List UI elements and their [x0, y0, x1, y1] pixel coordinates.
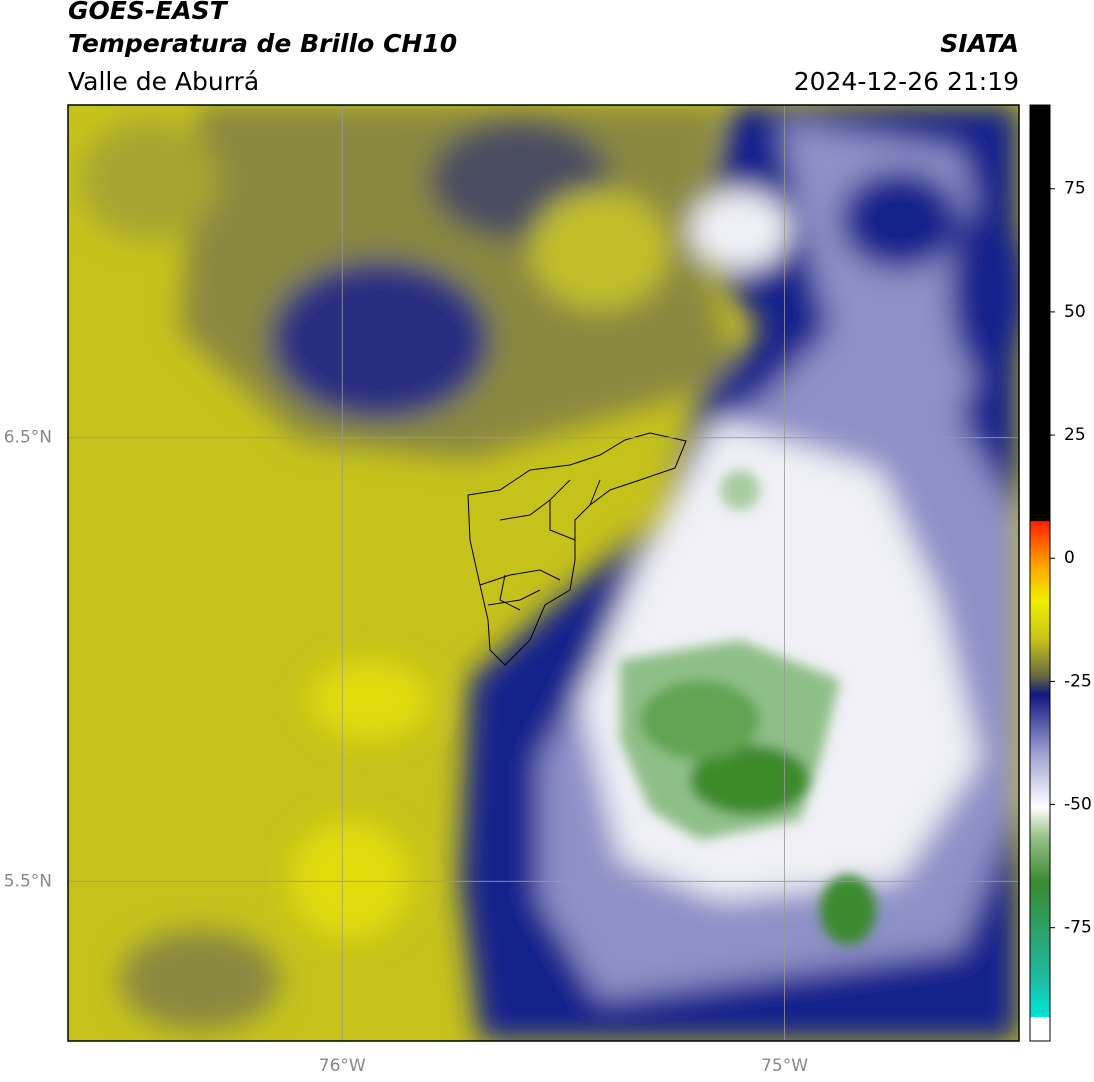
colorbar-tick-label: 0 [1064, 548, 1075, 568]
x-tick-label: 75°W [761, 1056, 808, 1076]
satellite: GOES-EAST [68, 0, 229, 25]
colorbar-tick-label: -50 [1064, 795, 1092, 815]
grid [68, 105, 1019, 1041]
datetime: 2024-12-26 21:19 [794, 67, 1019, 96]
map-frame [67, 104, 1020, 1042]
colorbar-tick-label: -75 [1064, 918, 1092, 938]
imagery [68, 105, 1019, 1041]
valle-de-aburra-outline [467, 432, 687, 666]
source: SIATA [940, 29, 1019, 58]
colorbar-tick-label: -25 [1064, 671, 1092, 691]
colorbar-tick-label: 25 [1064, 425, 1086, 445]
product: Temperatura de Brillo CH10 [68, 29, 457, 58]
x-tick-label: 76°W [319, 1056, 366, 1076]
colorbar-tick-label: 75 [1064, 179, 1086, 199]
colorbar-tick-label: 50 [1064, 302, 1086, 322]
region: Valle de Aburrá [68, 67, 259, 96]
y-tick-label: 6.5°N [4, 428, 52, 448]
y-tick-label: 5.5°N [4, 871, 52, 891]
colorbar [1029, 104, 1051, 1042]
